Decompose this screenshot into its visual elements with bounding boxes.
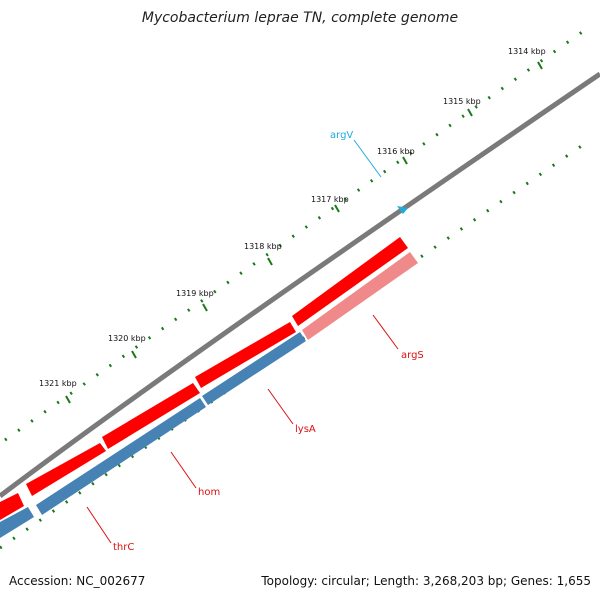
gene-argS-light[interactable] [302,252,418,340]
genome-backbone [0,71,600,498]
gene-label-argS: argS [401,350,424,361]
thrC-label-line [86,506,112,544]
argV-label-line [353,139,382,178]
hom-label-line [170,451,197,489]
argS-label-line [372,314,399,350]
gene-label-lysA: lysA [295,424,316,435]
tick-label: 1319 kbp [176,289,214,298]
major-tick-mark [267,257,273,266]
gene-argS-red[interactable] [292,237,408,326]
major-tick-mark [202,303,208,312]
gene-thrC-red[interactable] [26,443,106,496]
major-tick-mark [402,156,408,165]
gene-block-2[interactable] [0,507,34,538]
major-tick-mark [65,395,71,404]
gene-label-thrC: thrC [113,542,134,553]
major-tick-mark [131,350,137,359]
gene-block-1[interactable] [0,493,24,520]
major-tick-mark [334,204,340,213]
tick-label: 1320 kbp [108,334,146,343]
map-title: Mycobacterium leprae TN, complete genome [141,10,459,26]
lysA-label-line [267,388,294,425]
gene-hom-blue[interactable] [36,398,206,515]
tick-label: 1318 kbp [244,242,282,251]
tick-label: 1321 kbp [39,379,77,388]
major-tick-mark [537,61,543,70]
gene-label-argV: argV [330,130,353,141]
major-tick-mark [467,108,473,117]
tick-label: 1315 kbp [443,97,481,106]
gene-lysA-blue[interactable] [202,332,306,405]
tick-label: 1317 kbp [311,195,349,204]
accession-text: Accession: NC_002677 [9,574,146,588]
gene-hom-red[interactable] [102,383,200,449]
gene-argV[interactable] [397,206,408,214]
gene-label-hom: hom [198,487,220,498]
genome-summary-text: Topology: circular; Length: 3,268,203 bp… [261,574,591,588]
tick-label: 1316 kbp [377,147,415,156]
gene-lysA-red[interactable] [195,322,296,388]
tick-label: 1314 kbp [508,47,546,56]
outer-tick-track [4,28,586,442]
